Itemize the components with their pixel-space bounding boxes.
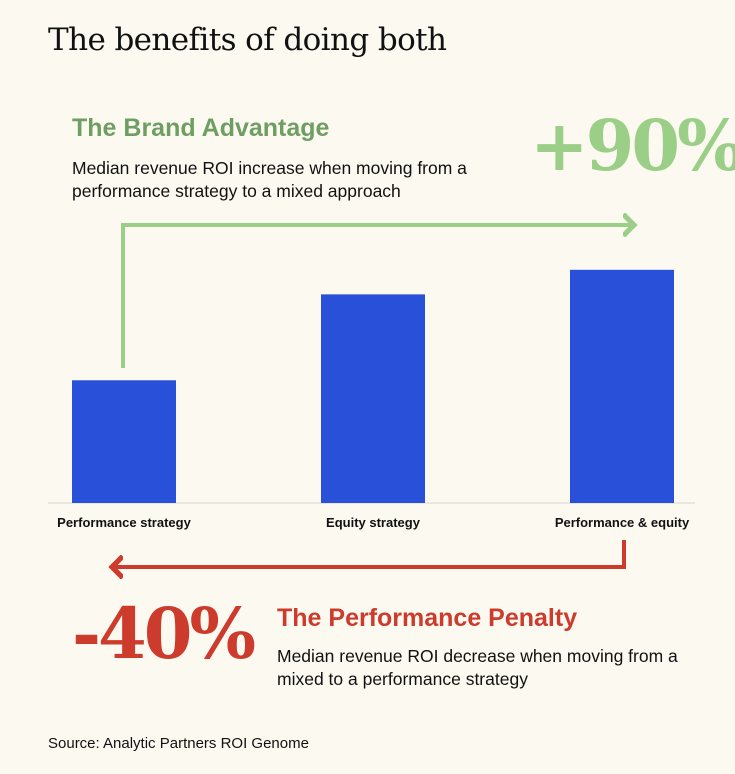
performance-penalty-description: Median revenue ROI decrease when moving … (277, 646, 678, 689)
bar-equity-strategy (321, 294, 425, 503)
brand-advantage-description: Median revenue ROI increase when moving … (72, 158, 467, 201)
category-label: Performance & equity (555, 515, 690, 530)
bar-performance-equity (570, 269, 674, 503)
performance-penalty-value: -40% (72, 592, 256, 675)
source-note: Source: Analytic Partners ROI Genome (48, 735, 309, 752)
page-title: The benefits of doing both (48, 22, 447, 58)
category-label: Equity strategy (326, 515, 421, 530)
brand-advantage-heading: The Brand Advantage (72, 114, 330, 142)
bar-performance-strategy (72, 380, 176, 503)
brand-advantage-value: +90% (530, 104, 735, 187)
performance-penalty-heading: The Performance Penalty (277, 604, 578, 632)
performance-penalty-arrow (114, 540, 626, 567)
category-label: Performance strategy (57, 515, 191, 530)
brand-advantage-arrow (121, 225, 632, 368)
